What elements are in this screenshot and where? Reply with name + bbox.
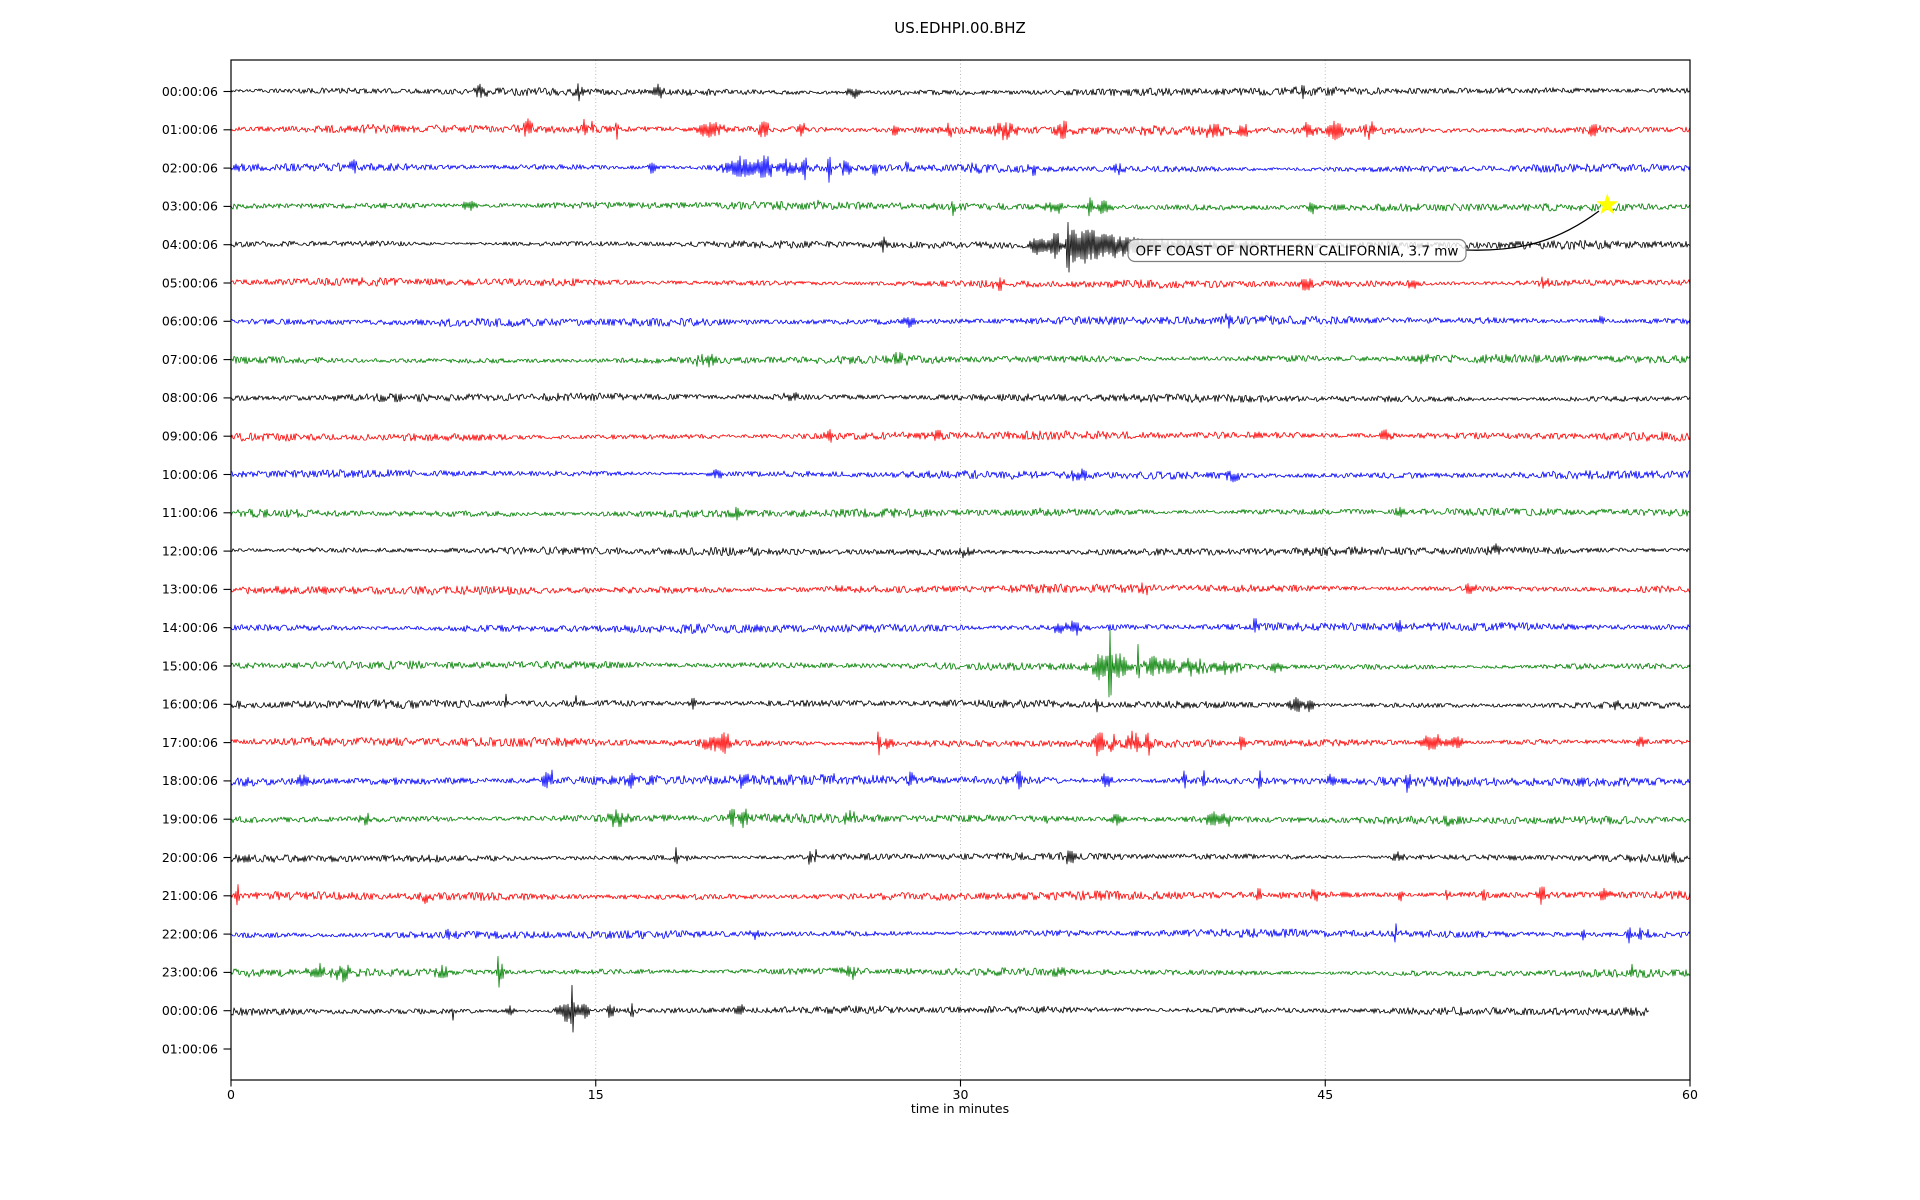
svg-text:0: 0	[227, 1087, 235, 1102]
svg-text:19:00:06: 19:00:06	[162, 812, 218, 827]
svg-text:30: 30	[953, 1087, 969, 1102]
gridlines	[595, 60, 1326, 1080]
svg-text:00:00:06: 00:00:06	[162, 1003, 218, 1018]
waveform-traces	[231, 83, 1690, 1033]
svg-text:08:00:06: 08:00:06	[162, 390, 218, 405]
svg-text:12:00:06: 12:00:06	[162, 543, 218, 558]
x-axis-label: time in minutes	[911, 1101, 1009, 1116]
svg-text:18:00:06: 18:00:06	[162, 773, 218, 788]
svg-text:09:00:06: 09:00:06	[162, 429, 218, 444]
svg-text:00:00:06: 00:00:06	[162, 84, 218, 99]
svg-text:13:00:06: 13:00:06	[162, 582, 218, 597]
svg-text:17:00:06: 17:00:06	[162, 735, 218, 750]
annotation-box	[1127, 238, 1467, 263]
svg-text:45: 45	[1317, 1087, 1333, 1102]
svg-text:15: 15	[588, 1087, 604, 1102]
svg-text:20:00:06: 20:00:06	[162, 850, 218, 865]
svg-text:10:00:06: 10:00:06	[162, 467, 218, 482]
svg-text:23:00:06: 23:00:06	[162, 965, 218, 980]
plot-border	[230, 59, 1691, 1081]
svg-text:01:00:06: 01:00:06	[162, 122, 218, 137]
y-axis-ticks: 00:00:06 01:00:06 02:00:06 03:00:06 04:00:06…	[162, 84, 231, 1056]
svg-text:60: 60	[1682, 1087, 1698, 1102]
event-star-icon	[1596, 193, 1619, 215]
svg-text:02:00:06: 02:00:06	[162, 160, 218, 175]
svg-text:15:00:06: 15:00:06	[162, 658, 218, 673]
svg-text:04:00:06: 04:00:06	[162, 237, 218, 252]
svg-text:11:00:06: 11:00:06	[162, 505, 218, 520]
plot-title: US.EDHPI.00.BHZ	[894, 19, 1026, 37]
svg-text:06:00:06: 06:00:06	[162, 314, 218, 329]
svg-text:01:00:06: 01:00:06	[162, 1041, 218, 1056]
svg-text:07:00:06: 07:00:06	[162, 352, 218, 367]
annotation-arrow	[1465, 210, 1600, 251]
svg-text:21:00:06: 21:00:06	[162, 888, 218, 903]
annotation-label: OFF COAST OF NORTHERN CALIFORNIA, 3.7 mw	[1136, 244, 1459, 260]
svg-text:16:00:06: 16:00:06	[162, 697, 218, 712]
svg-text:03:00:06: 03:00:06	[162, 199, 218, 214]
svg-text:14:00:06: 14:00:06	[162, 620, 218, 635]
svg-text:05:00:06: 05:00:06	[162, 275, 218, 290]
svg-text:22:00:06: 22:00:06	[162, 926, 218, 941]
event-annotation: OFF COAST OF NORTHERN CALIFORNIA, 3.7 mw	[1127, 238, 1467, 263]
x-axis-ticks: 0 15 30 45 60	[227, 1080, 1698, 1102]
